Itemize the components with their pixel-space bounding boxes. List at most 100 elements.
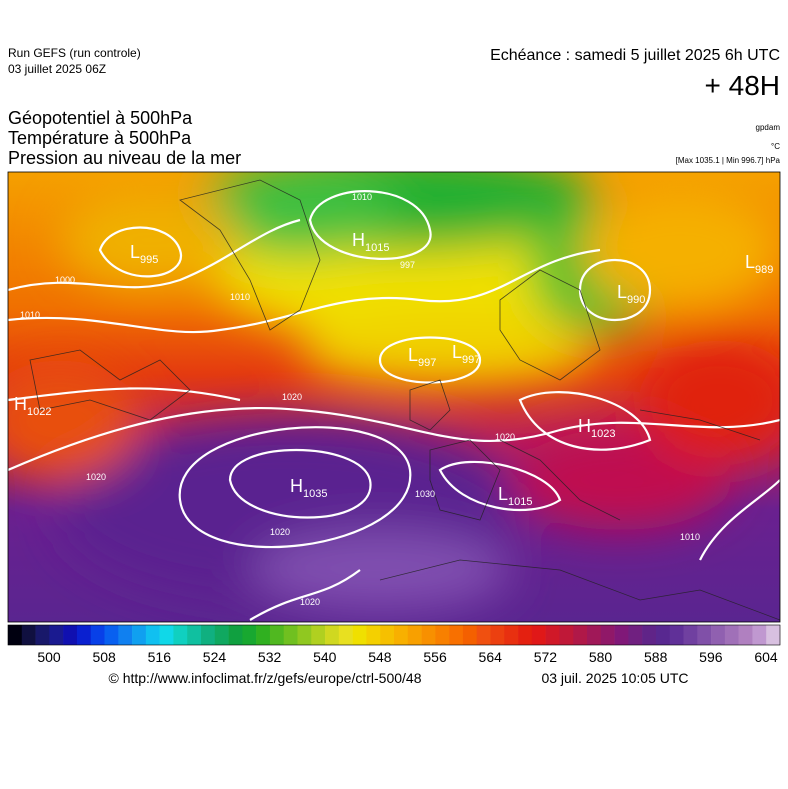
isobar-label: 1020 [300,597,320,607]
colorbar-cell [104,625,119,645]
colorbar-cell [338,625,353,645]
colorbar-label: 524 [203,649,227,665]
colorbar-cell [738,625,753,645]
isobar-label: 1010 [230,292,250,302]
center-value: 1035 [303,488,327,500]
colorbar-cell [187,625,202,645]
colorbar-cell [449,625,464,645]
colorbar-cell [462,625,478,645]
colorbar-cell [49,625,64,645]
colorbar-cell [173,625,188,645]
colorbar-cell [518,625,533,645]
colorbar-cell [545,625,560,645]
colorbar-cell [587,625,602,645]
colorbar-cell [63,625,78,645]
coastlines [29,179,780,621]
center-letter: L [498,484,508,504]
pressure-center: H1015 [352,230,389,254]
colorbar-cell [21,625,36,645]
colorbar-cell [490,625,505,645]
center-letter: L [408,345,418,365]
colorbar-label: 604 [754,649,778,665]
colorbar-cell [711,625,726,645]
colorbar-cell [8,625,23,645]
isobar-label: 1000 [55,275,75,285]
colorbar-cell [76,625,92,645]
colorbar-cell [159,625,174,645]
unit: gpdam [755,123,780,132]
center-letter: H [578,416,591,436]
pressure-center: H1035 [290,476,327,500]
colorbar-cell [132,625,147,645]
source[interactable]: © http://www.infoclimat.fr/z/gefs/europe… [108,670,422,686]
title-3: Pression au niveau de la mer [8,148,242,168]
pressure-center: L1015 [498,484,533,508]
colorbar-cell [724,625,739,645]
map-frame [7,171,781,623]
colorbar-frame [7,624,781,646]
colorbar-cell [297,625,312,645]
colorbar-cell [311,625,326,645]
colorbar-cell [407,625,422,645]
colorbar-cell [614,625,629,645]
center-value: 995 [140,254,158,266]
colorbar-cell [435,625,450,645]
colorbar-cell [228,625,243,645]
center-letter: L [130,242,140,262]
colorbar-label: 580 [589,649,613,665]
colorbar-cell [504,625,519,645]
isobar-label: 997 [400,260,415,270]
colorbar-label: 508 [92,649,116,665]
center-letter: L [617,282,627,302]
colorbar-cell [256,625,271,645]
valid-time: Echéance : samedi 5 juillet 2025 6h UTC [490,47,780,64]
colorbar-cell [421,625,436,645]
colorbar-cell [600,625,615,645]
center-value: 997 [418,357,436,369]
center-value: 1022 [27,406,51,418]
colorbar-cell [628,625,643,645]
colorbar-cell [325,625,340,645]
center-value: 1023 [591,428,615,440]
colorbar-cell [697,625,712,645]
colorbar-cell [573,625,588,645]
colorbar-cell [642,625,657,645]
colorbar-label: 572 [534,649,558,665]
colorbar-cell [118,625,133,645]
colorbar-cell [683,625,698,645]
isobar-label: 1010 [20,310,40,320]
generated: 03 juil. 2025 10:05 UTC [541,670,689,686]
isobar-label: 1020 [282,392,302,402]
unit: °C [771,142,780,151]
colorbar-cell [283,625,298,645]
pressure-center: L989 [745,252,773,276]
pressure-center: L995 [130,242,158,266]
center-letter: L [745,252,755,272]
isobar-label: 1010 [680,532,700,542]
run: Run GEFS (run controle) [8,46,141,60]
colorbar-label: 540 [313,649,337,665]
lead-time: + 48H [704,70,781,101]
center-value: 989 [755,264,773,276]
colorbar-cell [201,625,216,645]
pressure-center: L997 [452,342,480,366]
colorbar-label: 516 [148,649,172,665]
pressure-center: L997 [408,345,436,369]
isobar-label: 1010 [352,192,372,202]
isobar-label: 1020 [495,432,515,442]
center-letter: H [352,230,365,250]
colorbar-label: 500 [37,649,61,665]
colorbar-cell [214,625,229,645]
isobar-label: 1030 [415,489,435,499]
colorbar-cell [476,625,491,645]
colorbar-cell [766,625,781,645]
pressure-center: H1023 [578,416,615,440]
title-2: Température à 500hPa [8,128,192,148]
center-value: 1015 [365,242,389,254]
pressure-center: L990 [617,282,645,306]
colorbar-cell [90,625,105,645]
colorbar-cell [559,625,574,645]
colorbar-label: 588 [644,649,668,665]
